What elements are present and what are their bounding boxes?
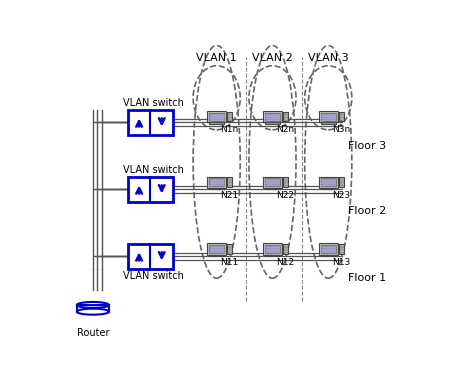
Text: Floor 2: Floor 2 — [347, 206, 386, 216]
Bar — [321, 255, 336, 256]
Ellipse shape — [77, 302, 109, 308]
Bar — [263, 243, 282, 255]
Bar — [207, 243, 226, 255]
Bar — [319, 111, 338, 122]
Text: VLAN 3: VLAN 3 — [308, 53, 349, 63]
Text: Router: Router — [76, 328, 109, 338]
Bar — [321, 122, 336, 124]
Bar — [338, 177, 344, 187]
Bar — [265, 188, 280, 189]
Bar — [283, 112, 288, 121]
Text: Floor 3: Floor 3 — [348, 141, 386, 151]
Ellipse shape — [77, 309, 109, 315]
Text: N11: N11 — [220, 258, 238, 267]
Text: N12: N12 — [276, 258, 294, 267]
Text: N3n: N3n — [332, 125, 350, 135]
Text: N23: N23 — [332, 191, 350, 200]
Bar — [227, 112, 232, 121]
Bar — [320, 245, 336, 253]
Bar — [263, 177, 282, 188]
Bar — [209, 188, 224, 189]
Text: N13: N13 — [332, 258, 350, 267]
Text: N1n: N1n — [220, 125, 238, 135]
Text: N21: N21 — [220, 191, 238, 200]
Bar — [338, 112, 344, 121]
Bar — [207, 111, 226, 122]
Bar — [227, 244, 232, 254]
Bar — [319, 243, 338, 255]
Text: VLAN switch: VLAN switch — [123, 165, 184, 175]
Bar — [209, 122, 224, 124]
Bar — [265, 245, 280, 253]
Bar — [265, 113, 280, 121]
Bar — [209, 255, 224, 256]
Text: VLAN switch: VLAN switch — [123, 98, 184, 108]
Bar — [207, 177, 226, 188]
Bar — [321, 188, 336, 189]
Text: Floor 1: Floor 1 — [348, 273, 386, 283]
Bar — [128, 110, 173, 135]
Bar — [209, 178, 225, 186]
Text: N2n: N2n — [276, 125, 294, 135]
Bar — [263, 111, 282, 122]
Bar — [283, 244, 288, 254]
Bar — [319, 177, 338, 188]
Bar — [338, 244, 344, 254]
Bar — [265, 122, 280, 124]
Bar — [227, 177, 232, 187]
Text: N22: N22 — [276, 191, 294, 200]
Text: VLAN 2: VLAN 2 — [252, 53, 293, 63]
Bar — [265, 255, 280, 256]
Bar — [283, 177, 288, 187]
Text: VLAN 1: VLAN 1 — [196, 53, 237, 63]
Bar — [209, 113, 225, 121]
Bar — [128, 244, 173, 269]
Bar — [265, 178, 280, 186]
Text: VLAN switch: VLAN switch — [123, 271, 184, 281]
Bar — [209, 245, 225, 253]
Bar — [320, 113, 336, 121]
Bar — [128, 177, 173, 202]
Bar — [320, 178, 336, 186]
